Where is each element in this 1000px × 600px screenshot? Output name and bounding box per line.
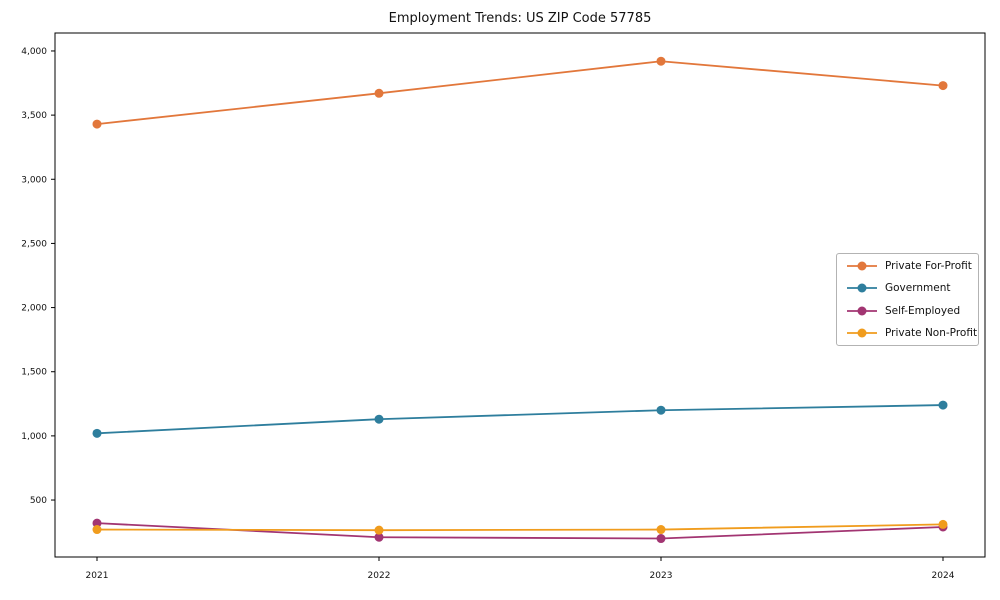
data-point-government-2023	[656, 405, 666, 415]
x-tick-label: 2021	[86, 571, 109, 581]
legend-item-private-for-profit: Private For-Profit	[837, 255, 978, 277]
series-line-private-for-profit	[96, 60, 944, 125]
y-tick-label: 4,000	[21, 47, 47, 57]
y-tick-label: 3,000	[21, 175, 47, 185]
y-tick-label: 1,500	[21, 368, 47, 378]
legend-swatch-private-non-profit	[847, 328, 877, 338]
series-line-private-non-profit	[96, 523, 944, 532]
legend-label: Private Non-Profit	[885, 326, 978, 339]
data-point-government-2021	[92, 428, 102, 438]
legend-label: Self-Employed	[885, 304, 961, 317]
legend-swatch-government	[847, 283, 877, 293]
data-point-private-non-profit-2024	[938, 519, 948, 529]
data-point-private-for-profit-2023	[656, 56, 666, 66]
legend-swatch-self-employed	[847, 306, 877, 316]
legend-label: Private For-Profit	[885, 260, 972, 273]
data-point-private-non-profit-2022	[374, 525, 384, 535]
series-line-government	[96, 404, 944, 435]
axes-frame	[54, 32, 986, 558]
x-tick-label: 2023	[650, 571, 673, 581]
data-point-private-non-profit-2021	[92, 525, 102, 535]
data-point-government-2024	[938, 400, 948, 410]
chart-title: Employment Trends: US ZIP Code 57785	[388, 11, 652, 26]
data-point-private-for-profit-2022	[374, 88, 384, 98]
y-tick-label: 3,500	[21, 111, 47, 121]
legend-item-government: Government	[837, 277, 978, 299]
x-tick-label: 2022	[368, 571, 391, 581]
data-point-self-employed-2022	[374, 532, 384, 542]
y-tick-label: 1,000	[21, 432, 47, 442]
data-point-private-non-profit-2023	[656, 525, 666, 535]
legend-label: Government	[885, 282, 951, 295]
data-point-self-employed-2021	[92, 518, 102, 528]
legend: Private For-Profit Government Self-Employe…	[836, 253, 979, 346]
x-tick-label: 2024	[932, 571, 955, 581]
legend-swatch-private-for-profit	[847, 261, 877, 271]
series-line-self-employed	[96, 522, 944, 540]
y-tick-label: 2,000	[21, 304, 47, 314]
data-point-private-for-profit-2021	[92, 119, 102, 129]
legend-item-private-non-profit: Private Non-Profit	[837, 322, 978, 344]
y-tick-label: 2,500	[21, 239, 47, 249]
data-point-government-2022	[374, 414, 384, 424]
y-tick-label: 500	[30, 496, 47, 506]
legend-item-self-employed: Self-Employed	[837, 300, 978, 322]
data-point-self-employed-2023	[656, 534, 666, 544]
data-point-private-for-profit-2024	[938, 81, 948, 91]
